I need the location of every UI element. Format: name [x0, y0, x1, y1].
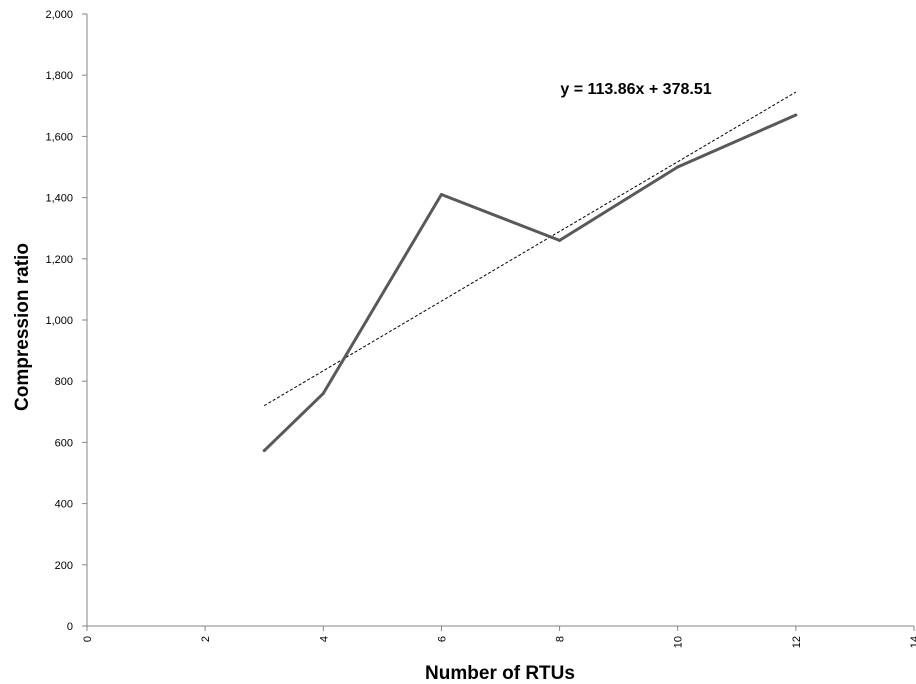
- y-tick-label: 1,800: [45, 70, 73, 82]
- x-tick-label: 14: [909, 636, 916, 648]
- trendline-layer: [263, 91, 797, 407]
- y-axis-title: Compression ratio: [12, 243, 33, 411]
- trendline: [263, 91, 797, 407]
- data-point: [439, 193, 443, 197]
- trendline-equation: y = 113.86x + 378.51: [560, 81, 711, 98]
- data-point: [794, 113, 798, 117]
- text-layer: Number of RTUs Compression ratio y = 113…: [12, 81, 712, 684]
- data-point: [321, 391, 325, 395]
- y-tick-label: 800: [55, 376, 73, 388]
- data-point: [262, 449, 266, 453]
- y-tick-label: 400: [55, 499, 73, 511]
- series-layer: [262, 113, 798, 453]
- data-point: [558, 238, 562, 242]
- x-tick-label: 12: [791, 636, 803, 648]
- y-tick-label: 200: [55, 560, 73, 572]
- y-tick-label: 600: [55, 437, 73, 449]
- x-tick-label: 0: [82, 636, 94, 642]
- y-tick-label: 1,400: [45, 193, 73, 205]
- x-tick-label: 4: [318, 636, 330, 642]
- y-tick-label: 0: [67, 621, 73, 633]
- x-tick-label: 10: [673, 636, 685, 648]
- axes: 0 200 400 600 800 1,000 1,200 1,400 1,600 1,800 2,…: [45, 9, 916, 648]
- y-tick-label: 2,000: [45, 9, 73, 21]
- x-axis-title: Number of RTUs: [425, 663, 575, 684]
- y-tick-label: 1,600: [45, 131, 73, 143]
- x-tick-label: 2: [200, 636, 212, 642]
- y-tick-label: 1,200: [45, 254, 73, 266]
- series-line: [263, 113, 797, 452]
- x-tick-label: 6: [436, 636, 448, 642]
- y-tick-label: 1,000: [45, 315, 73, 327]
- x-tick-label: 8: [555, 636, 567, 642]
- data-point: [676, 165, 680, 169]
